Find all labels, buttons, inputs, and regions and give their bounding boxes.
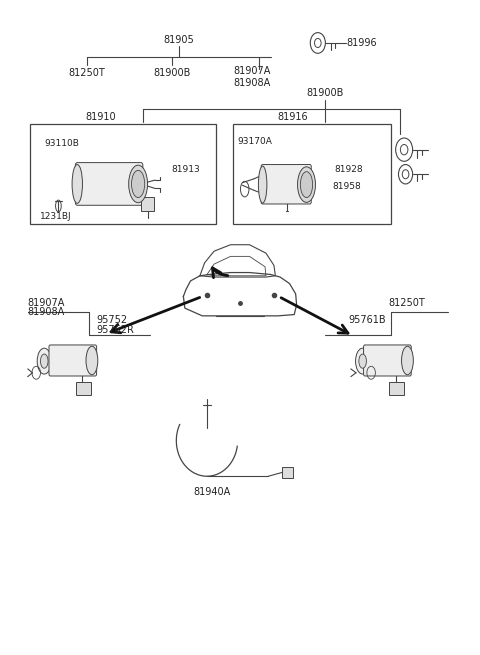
Text: 95752: 95752	[96, 315, 127, 325]
Ellipse shape	[40, 354, 48, 368]
Text: 81910: 81910	[85, 113, 116, 122]
Text: 81907A
81908A: 81907A 81908A	[233, 66, 270, 88]
FancyBboxPatch shape	[49, 345, 96, 376]
Text: 81913: 81913	[172, 164, 200, 174]
FancyBboxPatch shape	[261, 164, 311, 204]
Ellipse shape	[86, 346, 98, 375]
Ellipse shape	[300, 172, 312, 198]
Ellipse shape	[72, 164, 83, 203]
FancyBboxPatch shape	[141, 197, 154, 211]
Ellipse shape	[356, 348, 370, 374]
Ellipse shape	[359, 354, 366, 368]
Text: 81905: 81905	[163, 35, 194, 45]
Text: 81996: 81996	[346, 38, 377, 48]
Ellipse shape	[258, 166, 267, 203]
Text: 81900B: 81900B	[153, 68, 190, 79]
Text: 81907A: 81907A	[28, 298, 65, 308]
Text: 81958: 81958	[332, 182, 361, 191]
FancyBboxPatch shape	[76, 383, 91, 396]
Ellipse shape	[132, 170, 145, 198]
Text: 95762R: 95762R	[96, 325, 134, 335]
Text: 1231BJ: 1231BJ	[39, 212, 71, 221]
Ellipse shape	[37, 348, 51, 374]
FancyBboxPatch shape	[282, 467, 293, 477]
FancyBboxPatch shape	[233, 124, 391, 224]
Ellipse shape	[402, 346, 413, 375]
Text: 81250T: 81250T	[389, 298, 425, 308]
FancyBboxPatch shape	[75, 162, 143, 205]
Text: 81908A: 81908A	[28, 307, 65, 317]
FancyBboxPatch shape	[363, 345, 411, 376]
Text: 81940A: 81940A	[193, 487, 230, 497]
FancyBboxPatch shape	[30, 124, 216, 224]
Ellipse shape	[129, 165, 147, 202]
Text: 81916: 81916	[277, 113, 308, 122]
Text: 81250T: 81250T	[68, 68, 105, 79]
Text: 81900B: 81900B	[306, 88, 344, 98]
Text: 95761B: 95761B	[348, 315, 386, 325]
FancyBboxPatch shape	[389, 383, 404, 396]
Text: 93110B: 93110B	[44, 139, 79, 147]
Text: 93170A: 93170A	[238, 138, 273, 147]
Ellipse shape	[298, 167, 315, 202]
Text: 81928: 81928	[335, 165, 363, 174]
